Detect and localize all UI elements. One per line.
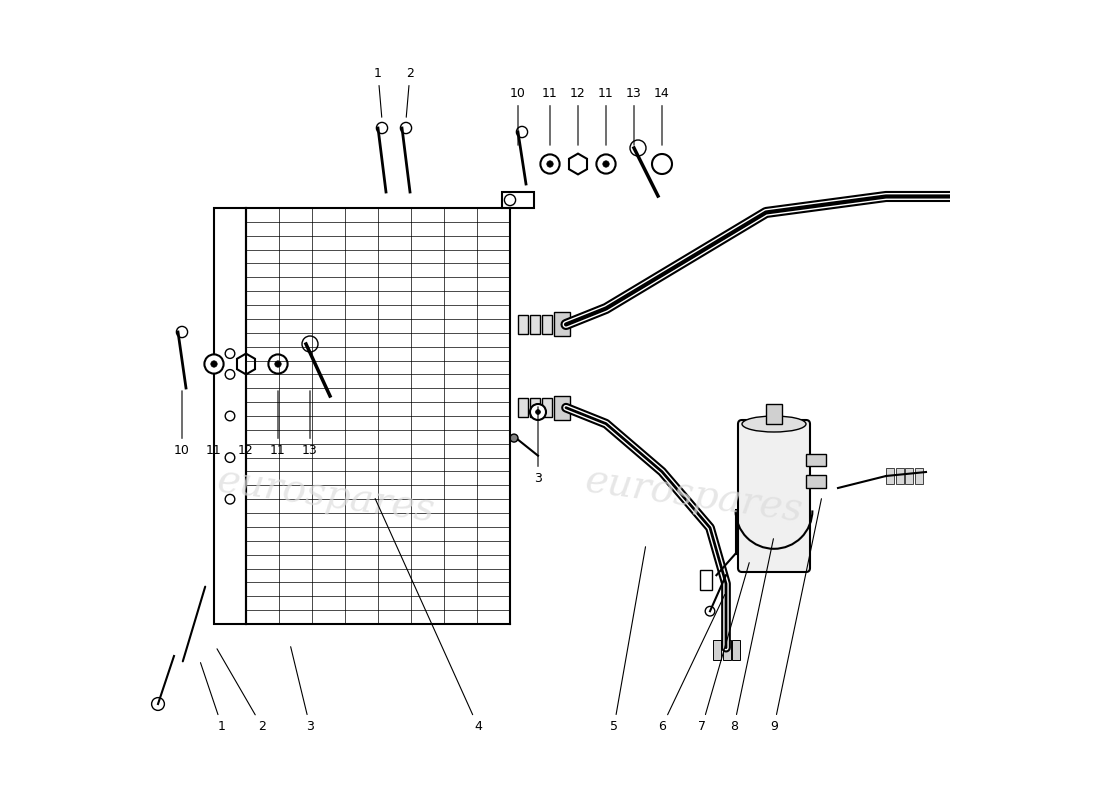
Ellipse shape	[742, 416, 806, 432]
Circle shape	[176, 326, 188, 338]
Bar	[530, 398, 540, 418]
Bar	[554, 313, 570, 337]
Circle shape	[510, 434, 518, 442]
Text: eurospares: eurospares	[583, 462, 805, 530]
Text: 11: 11	[206, 390, 222, 457]
Circle shape	[603, 161, 609, 167]
Text: eurospares: eurospares	[214, 462, 438, 530]
Text: 12: 12	[238, 390, 254, 457]
Circle shape	[596, 154, 616, 174]
Bar	[905, 468, 913, 484]
Circle shape	[205, 354, 223, 374]
Circle shape	[275, 361, 282, 367]
Text: 11: 11	[598, 87, 614, 146]
Bar	[895, 468, 903, 484]
Bar	[542, 398, 551, 418]
Text: 4: 4	[375, 498, 482, 733]
Text: 2: 2	[217, 649, 266, 733]
Text: 8: 8	[730, 538, 773, 733]
Bar	[766, 404, 782, 424]
Bar	[530, 315, 540, 334]
Bar	[723, 640, 730, 660]
Circle shape	[547, 161, 553, 167]
Text: 2: 2	[406, 67, 414, 118]
Bar	[701, 570, 713, 590]
Bar	[502, 192, 534, 208]
Text: 7: 7	[698, 562, 749, 733]
Bar	[915, 468, 923, 484]
Circle shape	[530, 404, 546, 420]
Bar	[713, 640, 722, 660]
Circle shape	[705, 606, 715, 616]
Bar	[214, 208, 246, 624]
Text: 13: 13	[302, 390, 318, 457]
Text: 10: 10	[174, 390, 190, 457]
Text: 5: 5	[610, 546, 646, 733]
Circle shape	[211, 361, 217, 367]
Bar	[542, 315, 551, 334]
Text: 3: 3	[535, 406, 542, 485]
Circle shape	[630, 140, 646, 156]
Text: 1: 1	[200, 662, 225, 733]
Circle shape	[540, 154, 560, 174]
Circle shape	[152, 698, 164, 710]
Text: 11: 11	[271, 390, 286, 457]
Text: 11: 11	[542, 87, 558, 146]
Bar	[886, 468, 894, 484]
FancyBboxPatch shape	[738, 420, 810, 572]
Text: 13: 13	[626, 87, 642, 146]
Circle shape	[536, 410, 540, 414]
Bar	[554, 396, 570, 420]
Circle shape	[400, 122, 411, 134]
Text: 10: 10	[510, 87, 526, 146]
Text: 9: 9	[770, 498, 822, 733]
Bar	[518, 315, 528, 334]
Text: 6: 6	[658, 594, 725, 733]
Text: 1: 1	[374, 67, 382, 118]
Text: 12: 12	[570, 87, 586, 146]
Text: 3: 3	[290, 646, 314, 733]
Bar	[806, 454, 826, 466]
Bar	[806, 475, 826, 488]
Circle shape	[268, 354, 287, 374]
Text: 14: 14	[654, 87, 670, 146]
Bar	[733, 640, 740, 660]
Circle shape	[302, 336, 318, 352]
FancyArrowPatch shape	[183, 586, 206, 662]
Circle shape	[516, 126, 528, 138]
Circle shape	[376, 122, 387, 134]
Bar	[518, 398, 528, 418]
